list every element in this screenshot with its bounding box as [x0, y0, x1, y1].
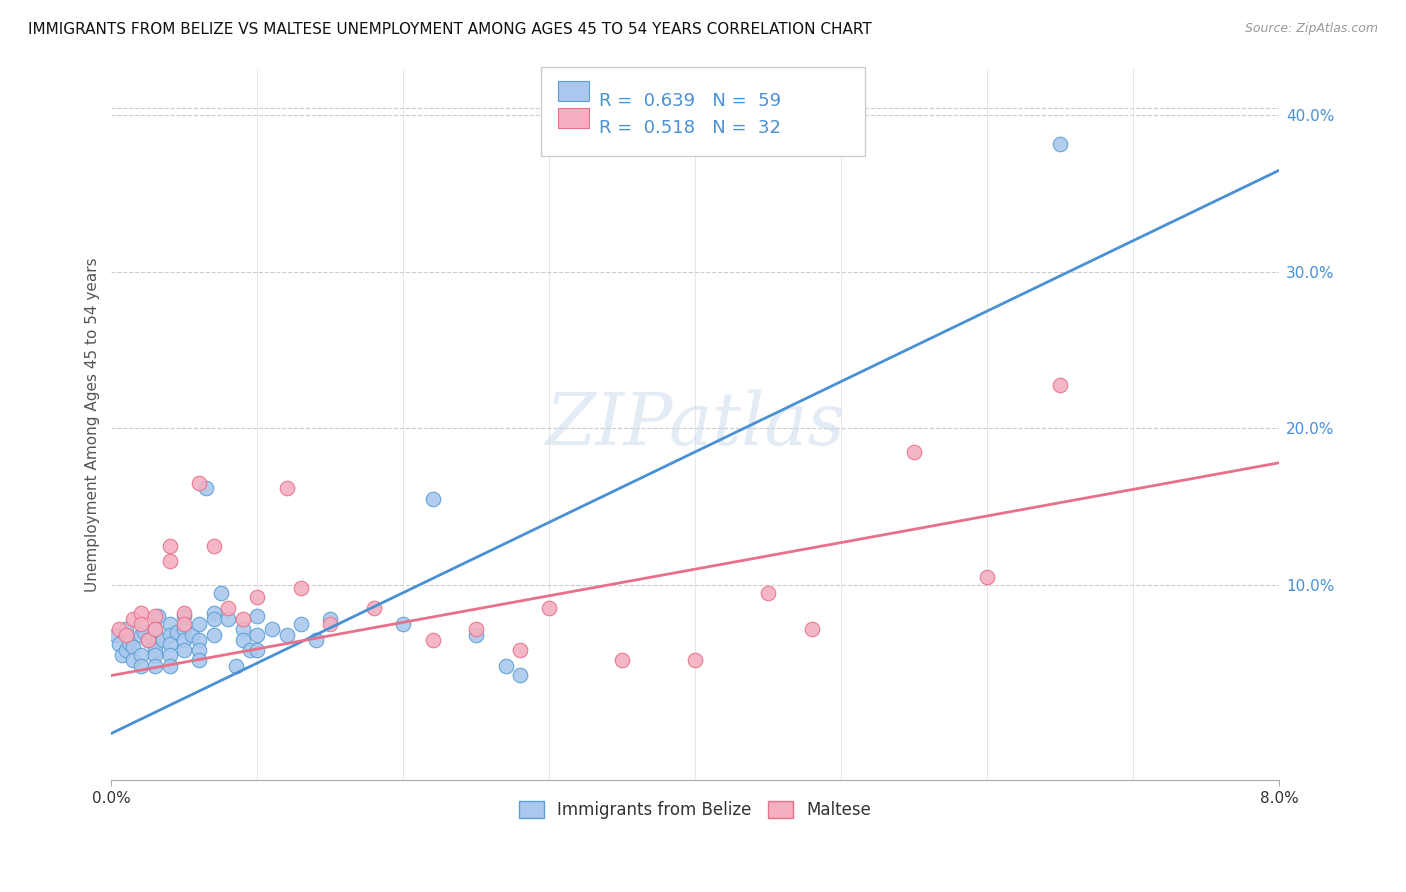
- Point: [290, 616, 312, 631]
- Point: [180, 628, 202, 642]
- Text: ZIPatlas: ZIPatlas: [546, 389, 845, 459]
- Point: [465, 628, 488, 642]
- Text: IMMIGRANTS FROM BELIZE VS MALTESE UNEMPLOYMENT AMONG AGES 45 TO 54 YEARS CORRELA: IMMIGRANTS FROM BELIZE VS MALTESE UNEMPL…: [28, 22, 872, 37]
- Point: [107, 637, 129, 651]
- Point: [232, 612, 254, 626]
- Text: Source: ZipAtlas.com: Source: ZipAtlas.com: [1244, 22, 1378, 36]
- Point: [232, 632, 254, 647]
- Point: [129, 606, 152, 620]
- Point: [173, 632, 195, 647]
- Point: [422, 491, 444, 506]
- Point: [111, 648, 134, 662]
- Point: [246, 628, 269, 642]
- Point: [129, 659, 152, 673]
- Point: [159, 637, 181, 651]
- Point: [143, 643, 166, 657]
- Point: [1049, 136, 1071, 151]
- Point: [173, 622, 195, 636]
- Point: [246, 591, 269, 605]
- Point: [122, 612, 145, 626]
- Point: [188, 632, 211, 647]
- Point: [276, 628, 298, 642]
- Point: [107, 622, 129, 636]
- Point: [122, 640, 145, 655]
- Point: [319, 612, 342, 626]
- Point: [239, 643, 262, 657]
- Point: [143, 648, 166, 662]
- Point: [509, 643, 531, 657]
- Point: [246, 609, 269, 624]
- Point: [1049, 377, 1071, 392]
- Point: [495, 659, 517, 673]
- Point: [115, 622, 138, 636]
- Point: [756, 585, 779, 599]
- Point: [115, 643, 138, 657]
- Point: [104, 628, 127, 642]
- Point: [202, 612, 225, 626]
- Point: [224, 659, 246, 673]
- Point: [166, 624, 188, 639]
- Point: [202, 606, 225, 620]
- Point: [143, 659, 166, 673]
- Point: [188, 653, 211, 667]
- Point: [173, 643, 195, 657]
- Point: [801, 622, 824, 636]
- Point: [209, 585, 232, 599]
- Point: [319, 616, 342, 631]
- Point: [173, 606, 195, 620]
- Point: [143, 637, 166, 651]
- Legend: Immigrants from Belize, Maltese: Immigrants from Belize, Maltese: [512, 794, 879, 825]
- Point: [129, 628, 152, 642]
- Point: [143, 609, 166, 624]
- Point: [612, 653, 634, 667]
- Point: [132, 624, 155, 639]
- Point: [188, 616, 211, 631]
- Point: [232, 622, 254, 636]
- Point: [143, 622, 166, 636]
- Point: [188, 476, 211, 491]
- Point: [159, 554, 181, 568]
- Point: [290, 581, 312, 595]
- Point: [122, 653, 145, 667]
- Point: [188, 643, 211, 657]
- Point: [976, 570, 998, 584]
- Point: [260, 622, 283, 636]
- Point: [202, 628, 225, 642]
- Point: [363, 601, 385, 615]
- Point: [509, 668, 531, 682]
- Point: [129, 616, 152, 631]
- Point: [392, 616, 415, 631]
- Point: [159, 648, 181, 662]
- Point: [276, 481, 298, 495]
- Point: [173, 609, 195, 624]
- Point: [538, 601, 561, 615]
- Point: [136, 632, 159, 647]
- Point: [202, 539, 225, 553]
- Point: [173, 616, 195, 631]
- Point: [217, 601, 239, 615]
- Y-axis label: Unemployment Among Ages 45 to 54 years: Unemployment Among Ages 45 to 54 years: [86, 257, 100, 591]
- Point: [118, 635, 141, 649]
- Point: [159, 659, 181, 673]
- Point: [136, 632, 159, 647]
- Point: [146, 609, 169, 624]
- Text: R =  0.518   N =  32: R = 0.518 N = 32: [599, 119, 780, 136]
- Point: [217, 612, 239, 626]
- Point: [903, 444, 925, 458]
- Point: [195, 481, 218, 495]
- Point: [159, 539, 181, 553]
- Point: [685, 653, 707, 667]
- Point: [422, 632, 444, 647]
- Text: R =  0.639   N =  59: R = 0.639 N = 59: [599, 92, 782, 110]
- Point: [465, 622, 488, 636]
- Point: [152, 632, 174, 647]
- Point: [246, 643, 269, 657]
- Point: [159, 628, 181, 642]
- Point: [159, 616, 181, 631]
- Point: [129, 648, 152, 662]
- Point: [115, 628, 138, 642]
- Point: [305, 632, 328, 647]
- Point: [143, 622, 166, 636]
